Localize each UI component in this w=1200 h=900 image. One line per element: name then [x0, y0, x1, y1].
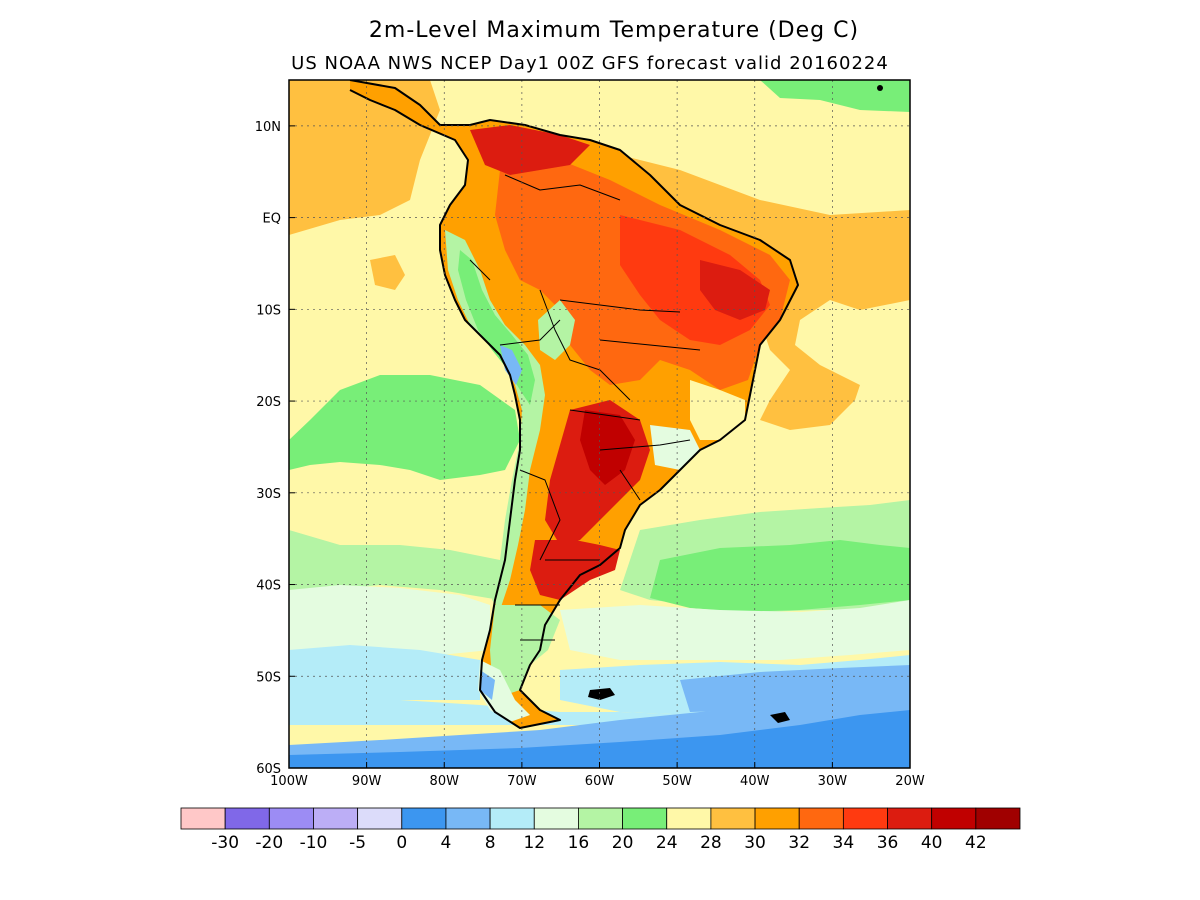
latitude-tick-label: EQ [263, 212, 281, 227]
colorbar-swatch [622, 807, 668, 830]
colorbar-swatch [313, 807, 359, 830]
colorbar-swatch [578, 807, 623, 830]
latitude-tick-label: 30S [256, 487, 281, 502]
colorbar-swatch [710, 807, 756, 830]
longitude-tick-label: 100W [270, 774, 308, 789]
latitude-tick-labels: 10N EQ 10S 20S 30S 40S 50S 60S [255, 120, 295, 777]
colorbar-label: 28 [700, 833, 722, 853]
colorbar-label: 24 [656, 833, 678, 853]
coastline [349, 80, 799, 729]
latitude-tick-label: 10S [256, 303, 281, 318]
colorbar-label: -30 [211, 833, 239, 853]
longitude-tick-labels: 100W 90W 80W 70W 60W 50W 40W 30W 20W [270, 762, 925, 789]
colorbar-label: -10 [300, 833, 328, 853]
colorbar-label: 4 [441, 833, 452, 853]
map-gridlines [289, 80, 910, 768]
colorbar-label: 34 [833, 833, 855, 853]
latitude-tick-label: 60S [256, 762, 281, 777]
longitude-tick-label: 80W [430, 774, 460, 789]
colorbar-label: 16 [568, 833, 590, 853]
longitude-tick-label: 40W [740, 774, 770, 789]
latitude-tick-label: 50S [256, 670, 281, 685]
latitude-tick-label: 20S [256, 395, 281, 410]
colorbar-label: 42 [965, 833, 987, 853]
colorbar-label: -20 [255, 833, 283, 853]
latitude-tick-label: 10N [255, 120, 281, 135]
colorbar-swatch [975, 807, 1021, 830]
colorbar-swatch [931, 807, 977, 830]
longitude-tick-label: 60W [585, 774, 615, 789]
colorbar-labels: -30 -20 -10 -5 0 4 8 12 16 20 24 28 30 32 34 36 40 42 [211, 833, 986, 853]
colorbar-swatch [268, 807, 314, 830]
colorbar-swatch [489, 807, 535, 830]
longitude-tick-label: 90W [352, 774, 382, 789]
longitude-tick-label: 30W [818, 774, 848, 789]
colorbar-swatch [357, 807, 403, 830]
colorbar-swatch [798, 807, 844, 830]
longitude-tick-label: 70W [507, 774, 537, 789]
colorbar-label: 30 [744, 833, 766, 853]
colorbar-swatch [533, 807, 579, 830]
map-subtitle: US NOAA NWS NCEP Day1 00Z GFS forecast v… [291, 53, 889, 74]
colorbar-label: 36 [877, 833, 899, 853]
colorbar-swatch [842, 807, 888, 830]
colorbar-swatch [445, 807, 491, 830]
colorbar-label: 20 [612, 833, 634, 853]
latitude-tick-label: 40S [256, 579, 281, 594]
colorbar-swatch [180, 807, 226, 830]
colorbar-label: 12 [523, 833, 545, 853]
colorbar-label: 40 [921, 833, 943, 853]
colorbar-swatch [887, 807, 933, 830]
longitude-tick-label: 20W [895, 774, 925, 789]
colorbar-swatch [754, 807, 800, 830]
longitude-tick-label: 50W [662, 774, 692, 789]
colorbar-label: 0 [396, 833, 407, 853]
colorbar-label: 32 [788, 833, 810, 853]
colorbar [180, 807, 1021, 830]
map-title: 2m-Level Maximum Temperature (Deg C) [368, 18, 860, 43]
colorbar-swatch [401, 807, 447, 830]
colorbar-swatch [224, 807, 270, 830]
colorbar-swatch [666, 807, 712, 830]
colorbar-label: 8 [485, 833, 496, 853]
colorbar-label: -5 [349, 833, 366, 853]
